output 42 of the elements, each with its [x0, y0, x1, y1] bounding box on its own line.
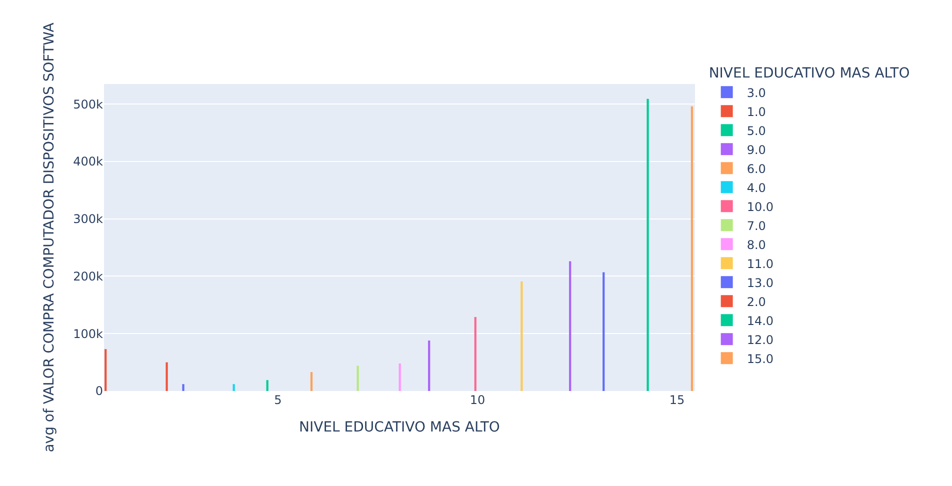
bar	[356, 366, 359, 391]
x-axis-title: NIVEL EDUCATIVO MAS ALTO	[299, 419, 500, 436]
y-tick-label: 400k	[73, 154, 104, 169]
y-tick-label: 100k	[73, 326, 104, 341]
bar	[569, 261, 572, 391]
legend-label: 13.0	[746, 276, 774, 290]
legend-label: 5.0	[746, 124, 766, 138]
y-tick-label: 200k	[73, 269, 104, 284]
x-tick-label: 5	[274, 393, 282, 407]
legend-label: 4.0	[746, 180, 766, 195]
bar	[104, 349, 107, 391]
bar	[428, 340, 430, 391]
legend-label: 10.0	[746, 200, 774, 214]
x-tick-label: 15	[669, 393, 685, 407]
bar	[646, 98, 649, 391]
bar	[166, 362, 168, 391]
bar	[520, 281, 523, 391]
bar	[474, 316, 476, 391]
y-tick-label: 0	[95, 384, 103, 398]
y-axis-title: avg of VALOR COMPRA COMPUTADOR DISPOSITIVOS SOFTWA	[42, 22, 58, 452]
legend-label: 8.0	[746, 238, 766, 252]
x-tick-label: 10	[470, 393, 486, 407]
legend-label: 7.0	[746, 218, 766, 233]
legend-label: 14.0	[746, 314, 774, 328]
y-tick-label: 300k	[73, 212, 104, 226]
legend-label: 11.0	[746, 256, 774, 271]
legend-label: 2.0	[746, 294, 766, 309]
bar	[182, 384, 184, 391]
y-tick-label: 500k	[73, 97, 104, 112]
legend-label: 9.0	[746, 142, 766, 157]
legend-label: 6.0	[746, 162, 766, 176]
bar	[398, 363, 401, 391]
legend-label: 1.0	[746, 104, 766, 119]
bar	[690, 106, 693, 391]
bar	[602, 272, 605, 391]
legend-label: 15.0	[746, 352, 774, 366]
bar	[266, 380, 268, 391]
legend-title: NIVEL EDUCATIVO MAS ALTO	[708, 66, 910, 82]
bar	[310, 372, 313, 391]
legend-label: 3.0	[746, 86, 766, 100]
legend-label: 12.0	[746, 332, 774, 347]
bar	[232, 384, 235, 391]
